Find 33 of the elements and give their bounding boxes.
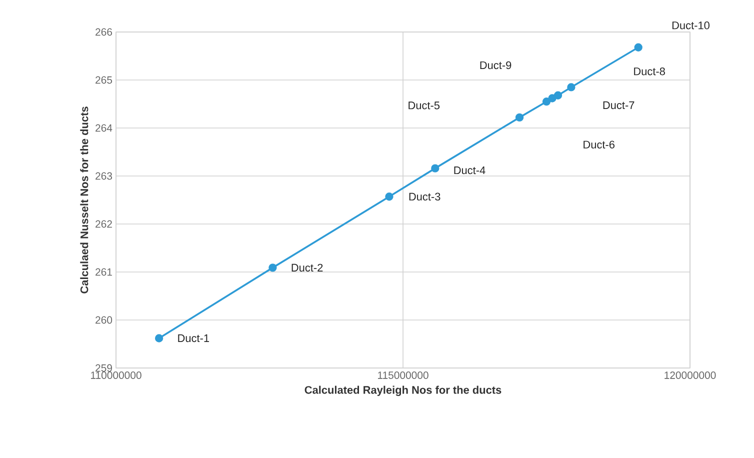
x-axis-title: Calculated Rayleigh Nos for the ducts [304, 386, 502, 396]
annotation: Duct-6 [584, 140, 614, 148]
y-tick-label: 259 [96, 364, 112, 372]
point [154, 334, 164, 342]
point [542, 98, 551, 106]
y-tick-label: 266 [96, 28, 112, 36]
y-axis-title: Calculaed Nusselt Nos for the ducts [80, 106, 88, 294]
annotation: Duct-2 [292, 264, 323, 272]
y-tick-label: 263 [96, 172, 112, 180]
y-tick-label: 261 [96, 268, 112, 276]
x-tick-label: 120000000 [664, 372, 716, 379]
point [554, 91, 562, 100]
point [548, 94, 556, 102]
point [634, 43, 642, 52]
y-tick-label: 260 [96, 316, 112, 324]
annotation: Duct-5 [408, 102, 440, 110]
point [385, 192, 394, 201]
annotation: Duct-3 [409, 192, 440, 201]
point [515, 113, 524, 122]
text: Duct-10 [672, 21, 710, 30]
annotation: Duct-1 [178, 334, 209, 342]
annotation: Duct-8 [634, 67, 665, 76]
point [567, 83, 576, 92]
x-tick-label: 110000000 [91, 372, 142, 379]
point [431, 164, 440, 172]
annotation: Duct-7 [603, 101, 634, 110]
x-tick-label: 115000000 [378, 372, 428, 379]
annotation: Duct-9 [480, 61, 512, 70]
point [268, 264, 277, 272]
y-tick-label: 262 [96, 220, 112, 228]
y-tick-label: 264 [96, 124, 112, 132]
annotation: Duct-4 [454, 166, 486, 174]
y-tick-label: 265 [96, 76, 112, 84]
